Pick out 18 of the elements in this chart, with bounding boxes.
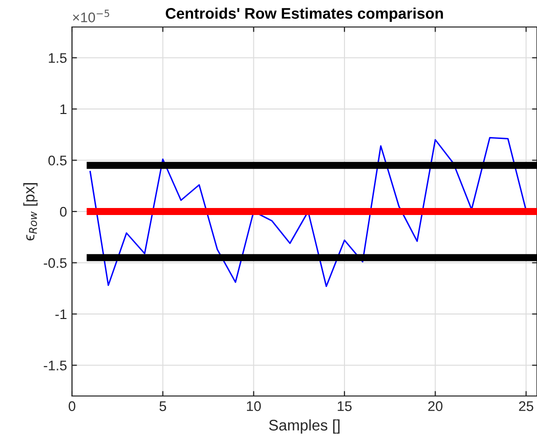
chart-title: Centroids' Row Estimates comparison [166, 8, 443, 22]
y-tick-label: 1 [60, 104, 66, 114]
x-tick-label: 5 [160, 401, 166, 412]
y-tick-label: 0 [60, 206, 67, 217]
x-tick-label: 0 [68, 401, 76, 412]
line-series [89, 137, 527, 288]
x-tick-label: 20 [428, 401, 442, 412]
x-tick-label: 15 [338, 401, 352, 412]
x-axis-title: Samples [] [269, 419, 340, 434]
text: ×10$^{−5}$ [72, 10, 110, 22]
x-tick-label: 25 [519, 401, 534, 412]
y-tick-label: -0.5 [44, 258, 67, 268]
y-tick-label: 0.5 [48, 156, 67, 166]
y-tick-label: -1 [55, 309, 66, 320]
y-tick-label: 1.5 [48, 53, 67, 63]
y-axis-title: ϵ$_{Row}$ [px] [23, 183, 38, 240]
x-tick-label: 10 [246, 401, 261, 412]
y-tick-label: -1.5 [44, 360, 67, 370]
